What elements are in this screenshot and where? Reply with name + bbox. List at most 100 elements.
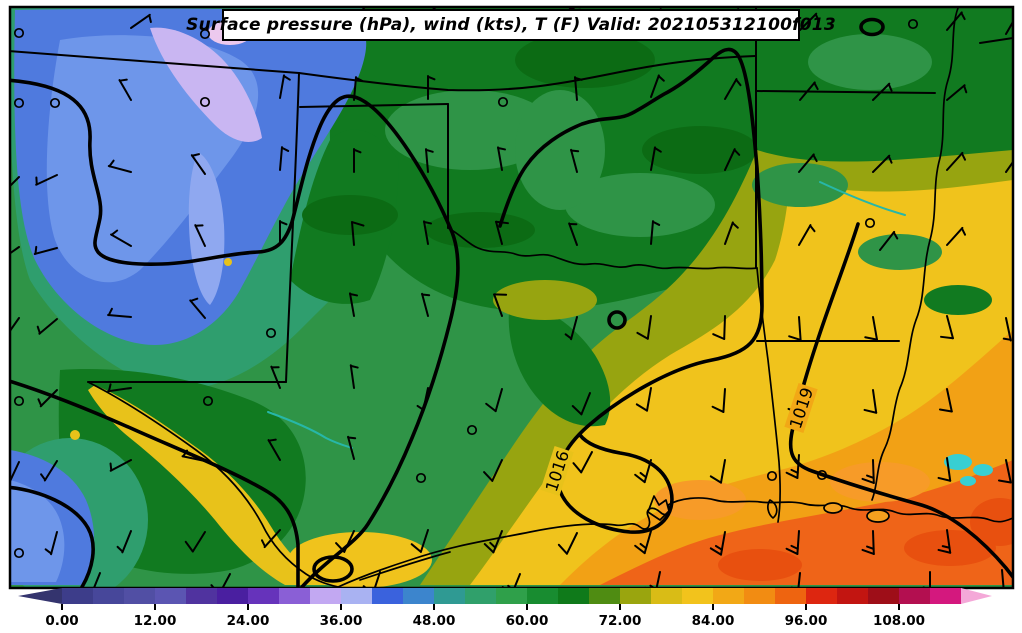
colorbar-segment bbox=[930, 588, 962, 604]
wind-barb bbox=[107, 383, 132, 393]
state-borders bbox=[10, 7, 1013, 588]
colorbar-segment bbox=[62, 588, 94, 604]
wind-barb bbox=[785, 454, 800, 479]
wind-barb bbox=[424, 148, 434, 173]
wind-barb bbox=[724, 221, 739, 245]
colorbar-segment bbox=[682, 588, 714, 604]
colorbar-segment bbox=[310, 588, 342, 604]
wind-barbs bbox=[10, 7, 1013, 588]
wind-barb bbox=[483, 459, 503, 482]
colorbar-segment bbox=[589, 588, 621, 604]
wind-barb bbox=[10, 317, 20, 333]
calm-wind-circle bbox=[13, 27, 25, 39]
colorbar-tick-label: 108.00 bbox=[873, 613, 925, 629]
wind-barb bbox=[86, 572, 101, 588]
colorbar-segment bbox=[868, 588, 900, 604]
wind-barb bbox=[571, 392, 591, 416]
colorbar-segment bbox=[217, 588, 249, 604]
wind-barb bbox=[724, 78, 742, 100]
calm-wind-circle bbox=[466, 424, 478, 436]
colorbar-segment bbox=[279, 588, 311, 604]
wind-barb bbox=[938, 388, 953, 413]
wind-barb bbox=[410, 529, 429, 553]
wind-barb bbox=[861, 459, 875, 484]
wind-barb bbox=[568, 222, 578, 246]
calm-wind-circle bbox=[199, 28, 211, 40]
wind-barb bbox=[350, 221, 365, 246]
wind-barb bbox=[636, 315, 652, 340]
wind-barb bbox=[872, 82, 893, 101]
wind-barb bbox=[267, 438, 281, 461]
calm-wind-circle bbox=[13, 547, 25, 559]
wind-barb bbox=[107, 307, 132, 318]
wind-barb bbox=[724, 148, 741, 171]
wind-barb bbox=[497, 146, 506, 171]
wind-barb bbox=[37, 389, 58, 408]
wind-barb bbox=[349, 364, 359, 389]
colorbar-segment bbox=[620, 588, 652, 604]
wind-barb bbox=[40, 460, 58, 482]
wind-barb bbox=[279, 74, 291, 99]
wind-barb bbox=[635, 387, 652, 412]
wind-barb bbox=[709, 531, 726, 556]
wind-barb bbox=[937, 529, 952, 554]
wind-barb bbox=[493, 293, 508, 317]
wind-barb bbox=[349, 292, 358, 317]
wind-barb bbox=[1002, 317, 1012, 342]
colorbar-tick-label: 96.00 bbox=[785, 613, 828, 629]
colorbar-segment bbox=[124, 588, 156, 604]
wind-barb bbox=[495, 220, 509, 245]
colorbar-tick-label: 60.00 bbox=[506, 613, 549, 629]
wind-barb bbox=[946, 226, 967, 246]
colorbar-segment bbox=[775, 588, 807, 604]
wind-barb bbox=[564, 316, 578, 341]
wind-barb bbox=[44, 531, 58, 556]
wind-barb bbox=[416, 387, 429, 412]
calm-wind-circle bbox=[766, 470, 778, 482]
wind-barb bbox=[650, 146, 662, 171]
wind-barb bbox=[879, 230, 899, 251]
wind-barb bbox=[946, 11, 966, 31]
wind-barb bbox=[863, 389, 878, 414]
wind-barb bbox=[353, 148, 362, 173]
colorbar-segment bbox=[372, 588, 404, 604]
colorbar-segment bbox=[837, 588, 869, 604]
wind-barb bbox=[35, 174, 58, 186]
wind-barb bbox=[798, 153, 818, 173]
calm-wind-circle bbox=[265, 327, 277, 339]
colorbar: 0.00 12.00 24.00 36.00 48.00 60.00 72.00 84.00 9… bbox=[18, 588, 992, 629]
wind-barb bbox=[110, 229, 132, 247]
wind-barb bbox=[347, 435, 357, 460]
wind-barb bbox=[788, 316, 802, 341]
wind-barb bbox=[421, 292, 431, 317]
wind-barb bbox=[353, 76, 364, 101]
colorbar-tick-label: 0.00 bbox=[45, 613, 78, 629]
calm-wind-circle bbox=[816, 469, 828, 481]
wind-barb bbox=[427, 75, 436, 100]
wind-barb bbox=[485, 388, 503, 413]
wind-barb bbox=[130, 13, 152, 29]
colorbar-tick-label: 24.00 bbox=[227, 613, 270, 629]
colorbar-segment bbox=[651, 588, 683, 604]
wind-barb bbox=[210, 573, 231, 588]
wind-barb bbox=[937, 457, 952, 482]
wind-barb bbox=[483, 530, 503, 554]
wind-barb bbox=[940, 315, 954, 340]
temperature-field bbox=[10, 7, 1013, 588]
wind-barb bbox=[712, 315, 726, 340]
colorbar-segment bbox=[713, 588, 745, 604]
wind-barb bbox=[650, 220, 661, 245]
colorbar-segment bbox=[806, 588, 838, 604]
calm-wind-circle bbox=[13, 97, 25, 109]
wind-barb bbox=[181, 449, 206, 462]
wind-barb bbox=[184, 531, 206, 553]
colorbar-segment bbox=[186, 588, 218, 604]
wind-barb bbox=[946, 151, 967, 171]
colorbar-segment bbox=[434, 588, 466, 604]
colorbar-segment bbox=[155, 588, 187, 604]
colorbar-tick-label: 36.00 bbox=[320, 613, 363, 629]
wind-barb bbox=[260, 529, 281, 549]
colorbar-segment bbox=[558, 588, 590, 604]
